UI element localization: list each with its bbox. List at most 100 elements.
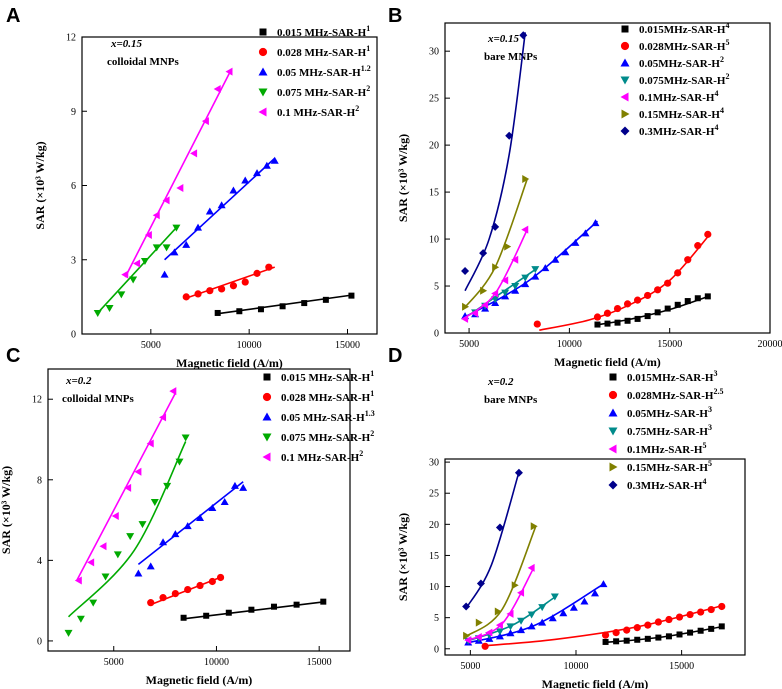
data-point (479, 249, 488, 258)
fit-line (595, 295, 711, 326)
data-point (538, 618, 547, 626)
data-point (175, 458, 184, 466)
data-point (581, 229, 590, 237)
panel-a: A 5000 10000 15000 0 3 6 9 12 Magnetic field (A/m… (6, 5, 378, 370)
fit-line (603, 625, 725, 644)
y-tick-label: 12 (32, 395, 42, 406)
data-point (494, 607, 502, 616)
data-point (474, 632, 482, 641)
data-point (684, 298, 691, 305)
data-point (196, 514, 205, 522)
data-point (623, 637, 630, 644)
x-tick-label: 20000 (758, 339, 782, 350)
data-point (146, 562, 155, 570)
data-point (147, 599, 155, 607)
data-point (481, 642, 489, 650)
legend-marker (621, 109, 630, 119)
data-point (481, 300, 489, 309)
data-point (462, 302, 470, 311)
y-tick-label: 30 (429, 458, 439, 469)
y-tick-label: 20 (429, 141, 439, 152)
y-tick-label: 6 (71, 181, 76, 192)
data-point (511, 255, 519, 264)
data-point (601, 631, 610, 639)
x-axis-title: Magnetic field (A/m) (146, 673, 253, 687)
data-point (194, 290, 202, 298)
data-point (674, 269, 682, 277)
data-point (505, 131, 514, 140)
data-point (623, 626, 631, 634)
data-point (506, 629, 515, 637)
data-point (674, 301, 681, 308)
legend-marker (608, 444, 617, 454)
legend-entry: 0.075MHz-SAR-H2 (639, 72, 729, 87)
data-point (684, 256, 692, 264)
legend-entry: 0.3MHz-SAR-H4 (627, 477, 706, 492)
data-point (203, 612, 210, 619)
data-point (257, 306, 264, 313)
series (214, 292, 355, 316)
data-point (517, 617, 526, 625)
data-point (159, 413, 167, 422)
data-point (580, 597, 589, 605)
data-point (171, 530, 180, 538)
series (461, 219, 600, 320)
data-point (180, 614, 187, 621)
panel-letter: A (6, 5, 20, 27)
data-point (675, 613, 684, 621)
data-point (87, 558, 95, 567)
y-axis-title: SAR (×10³ W/kg) (33, 141, 47, 229)
data-point (196, 581, 204, 590)
data-point (624, 317, 631, 324)
data-point (150, 498, 159, 506)
panel-letter: D (388, 345, 402, 367)
legend-entry: 0.15MHz-SAR-H5 (627, 459, 712, 474)
y-tick-label: 0 (434, 644, 439, 655)
data-point (593, 313, 602, 321)
data-point (531, 272, 540, 280)
sample-label: bare MNPs (484, 394, 538, 406)
series (464, 563, 535, 645)
data-point (241, 176, 250, 184)
data-point (184, 585, 192, 594)
y-axis-title: SAR (×10³ W/kg) (0, 466, 13, 554)
series (463, 522, 538, 640)
data-point (134, 569, 143, 577)
panel-letter: B (388, 5, 402, 27)
series (93, 224, 181, 317)
legend-entry: 0.075 MHz-SAR-H2 (277, 84, 370, 99)
data-point (686, 610, 694, 619)
legend-entry: 0.028MHz-SAR-H5 (639, 38, 729, 53)
data-point (511, 581, 519, 590)
y-tick-label: 9 (71, 107, 76, 118)
x-axis-title: Magnetic field (A/m) (176, 356, 283, 370)
data-point (152, 211, 160, 220)
data-point (229, 186, 238, 194)
data-point (506, 623, 515, 631)
plot-frame (444, 458, 746, 656)
y-axis-title: SAR (×10³ W/kg) (396, 513, 410, 601)
fit-line (464, 32, 527, 292)
data-point (634, 636, 641, 643)
fit-line (124, 68, 233, 278)
data-point (74, 576, 82, 585)
legend-marker (608, 390, 618, 400)
y-tick-label: 25 (429, 489, 439, 500)
data-point (491, 222, 500, 231)
data-point (694, 295, 701, 302)
data-point (301, 300, 308, 307)
plot-frame (47, 368, 351, 652)
data-point (461, 314, 469, 323)
data-point (612, 629, 620, 637)
y-tick-label: 20 (429, 520, 439, 531)
legend-entry: 0.05 MHz-SAR-H1.2 (277, 64, 371, 79)
legend-entry: 0.028 MHz-SAR-H1 (277, 44, 370, 59)
data-point (676, 631, 683, 638)
legend-entry: 0.05MHz-SAR-H3 (627, 405, 712, 420)
data-point (492, 263, 500, 272)
data-point (322, 296, 329, 303)
data-point (522, 174, 530, 183)
data-point (129, 276, 138, 284)
data-point (485, 628, 493, 637)
legend-marker (258, 47, 268, 57)
